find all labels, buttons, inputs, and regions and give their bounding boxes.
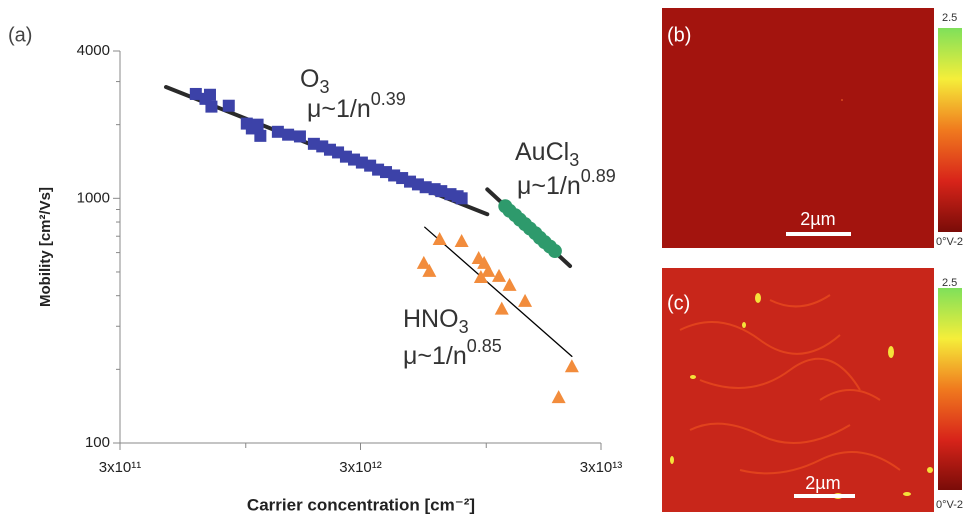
square-point <box>205 101 217 113</box>
annotation-name: O3 <box>300 65 329 97</box>
colorbar <box>938 288 962 490</box>
y-tick-label: 100 <box>85 434 110 451</box>
panel-label: (a) <box>8 24 32 46</box>
square-point <box>223 100 235 112</box>
x-tick-label: 3x10¹³ <box>580 459 623 476</box>
square-point <box>282 129 294 141</box>
triangle-point <box>565 359 579 372</box>
annotation-text: O <box>300 65 319 93</box>
triangle-point <box>495 302 509 315</box>
annotation-name: AuCl3 <box>515 138 579 170</box>
colorbar-max: 2.5 <box>942 277 957 289</box>
colorbar-min: 0°V-2 <box>936 236 963 248</box>
y-tick-label: 1000 <box>77 189 110 206</box>
annotation-text: μ~1/n <box>403 342 467 370</box>
annotation-text: μ~1/n <box>517 172 581 200</box>
scale-bar-label: 2µm <box>805 473 840 493</box>
square-point <box>204 89 216 101</box>
figure: (a) Carrier concentration [cm⁻²] Mobilit… <box>0 0 966 517</box>
colorbar-min: 0°V-2 <box>936 499 963 511</box>
square-point <box>456 192 468 204</box>
square-point <box>272 126 284 138</box>
colorbar <box>938 28 962 232</box>
y-axis-title: Mobility [cm²/Vs] <box>37 187 54 307</box>
square-point <box>294 130 306 142</box>
square-point <box>252 119 264 131</box>
speck <box>841 99 843 101</box>
annotation-subscript: 3 <box>569 150 579 170</box>
square-point <box>254 130 266 142</box>
circle-point <box>548 244 562 258</box>
triangle-point <box>433 232 447 245</box>
x-tick-label: 3x10¹¹ <box>99 459 142 476</box>
annotation-name: HNO3 <box>403 305 469 337</box>
annotation-superscript: 0.89 <box>581 166 616 186</box>
annotation-subscript: 3 <box>459 317 469 337</box>
annotation-text: HNO <box>403 305 459 333</box>
annotation-superscript: 0.85 <box>467 336 502 356</box>
annotation-formula: μ~1/n0.89 <box>517 166 616 200</box>
colorbar-max: 2.5 <box>942 12 957 24</box>
annotation-formula: μ~1/n0.85 <box>403 336 502 370</box>
panel-label: (c) <box>667 292 690 314</box>
x-tick-label: 3x10¹² <box>339 459 382 476</box>
panel-label: (b) <box>667 24 691 46</box>
x-axis-title: Carrier concentration [cm⁻²] <box>247 495 475 514</box>
afm-image <box>662 268 934 512</box>
triangle-point <box>455 234 469 247</box>
afm-panel-b: (b) 2µm 2.5 0°V-2 <box>662 8 963 248</box>
annotation-formula: μ~1/n0.39 <box>307 89 406 123</box>
scale-bar-label: 2µm <box>800 209 835 229</box>
annotation-text: AuCl <box>515 138 569 166</box>
y-tick-label: 4000 <box>77 42 110 59</box>
afm-panel-c: (c) 2µm 2.5 0°V-2 <box>662 268 963 512</box>
triangle-point <box>552 390 566 403</box>
annotation-text: μ~1/n <box>307 95 371 123</box>
afm-image <box>662 8 934 248</box>
triangle-point <box>518 294 532 307</box>
annotation-superscript: 0.39 <box>371 89 406 109</box>
